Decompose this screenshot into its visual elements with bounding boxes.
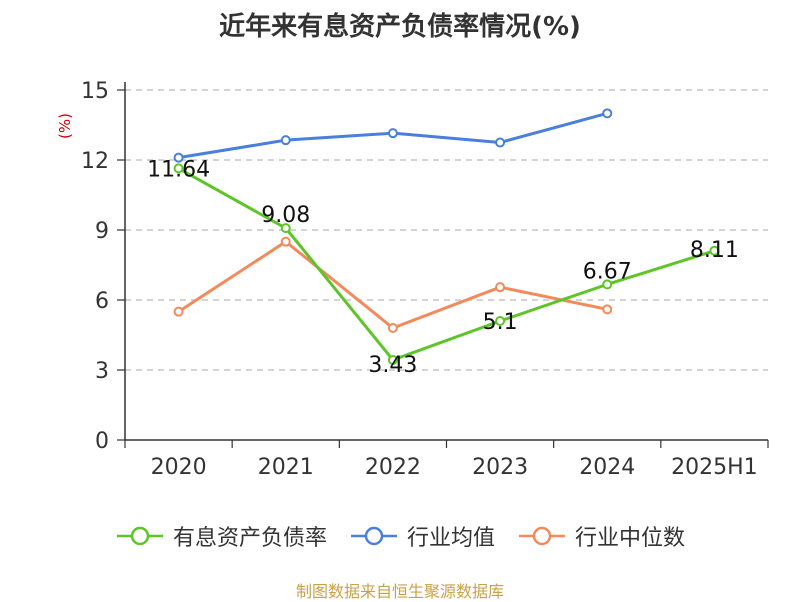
y-tick-label: 15: [81, 79, 109, 104]
y-tick-label: 12: [81, 149, 109, 174]
chart-title: 近年来有息资产负债率情况(%): [219, 12, 581, 42]
data-label: 3.43: [368, 353, 417, 378]
legend-label: 有息资产负债率: [172, 526, 327, 551]
x-tick-label: 2024: [579, 455, 635, 480]
data-point: [602, 279, 613, 290]
data-label: 9.08: [261, 203, 310, 228]
legend-item[interactable]: 有息资产负债率: [115, 520, 327, 552]
x-tick-label: 2023: [472, 455, 528, 480]
x-tick-label: 2025H1: [671, 455, 758, 480]
x-tick-label: 2021: [258, 455, 314, 480]
source-footer: 制图数据来自恒生聚源数据库: [295, 582, 504, 601]
data-point: [495, 316, 506, 326]
data-label: 5.1: [483, 310, 518, 335]
legend-marker-icon: [350, 526, 397, 546]
data-point: [280, 135, 291, 146]
y-tick-label: 3: [95, 359, 109, 384]
series-line: [177, 240, 608, 330]
data-point: [173, 152, 184, 163]
data-point: [602, 108, 613, 119]
legend-marker-icon: [116, 526, 163, 546]
data-point: [387, 128, 398, 139]
data-point: [173, 163, 184, 174]
data-point: [495, 137, 506, 148]
legend-label: 行业中位数: [575, 526, 686, 551]
data-point: [602, 304, 613, 315]
data-point: [387, 354, 398, 365]
data-label: 11.64: [147, 157, 210, 182]
legend-item[interactable]: 行业中位数: [517, 520, 685, 552]
y-tick-label: 9: [95, 219, 109, 244]
legend-marker-icon: [519, 526, 565, 546]
legend: 有息资产负债率 行业均值 行业中位数: [0, 520, 800, 552]
legend-label: 行业均值: [406, 526, 495, 551]
data-point: [173, 306, 184, 317]
legend-item[interactable]: 行业均值: [349, 520, 495, 552]
y-axis-label: (%): [56, 113, 74, 139]
data-point: [387, 323, 398, 333]
x-tick-label: 2022: [365, 455, 421, 480]
data-point: [280, 223, 291, 234]
series-line: [177, 167, 715, 362]
data-label: 8.11: [690, 238, 739, 263]
data-point: [709, 245, 720, 256]
y-tick-label: 6: [95, 289, 109, 314]
data-point: [495, 282, 506, 293]
x-tick-label: 2020: [151, 455, 207, 480]
y-tick-label: 0: [95, 429, 109, 454]
data-point: [280, 236, 291, 247]
data-label: 6.67: [583, 259, 632, 284]
